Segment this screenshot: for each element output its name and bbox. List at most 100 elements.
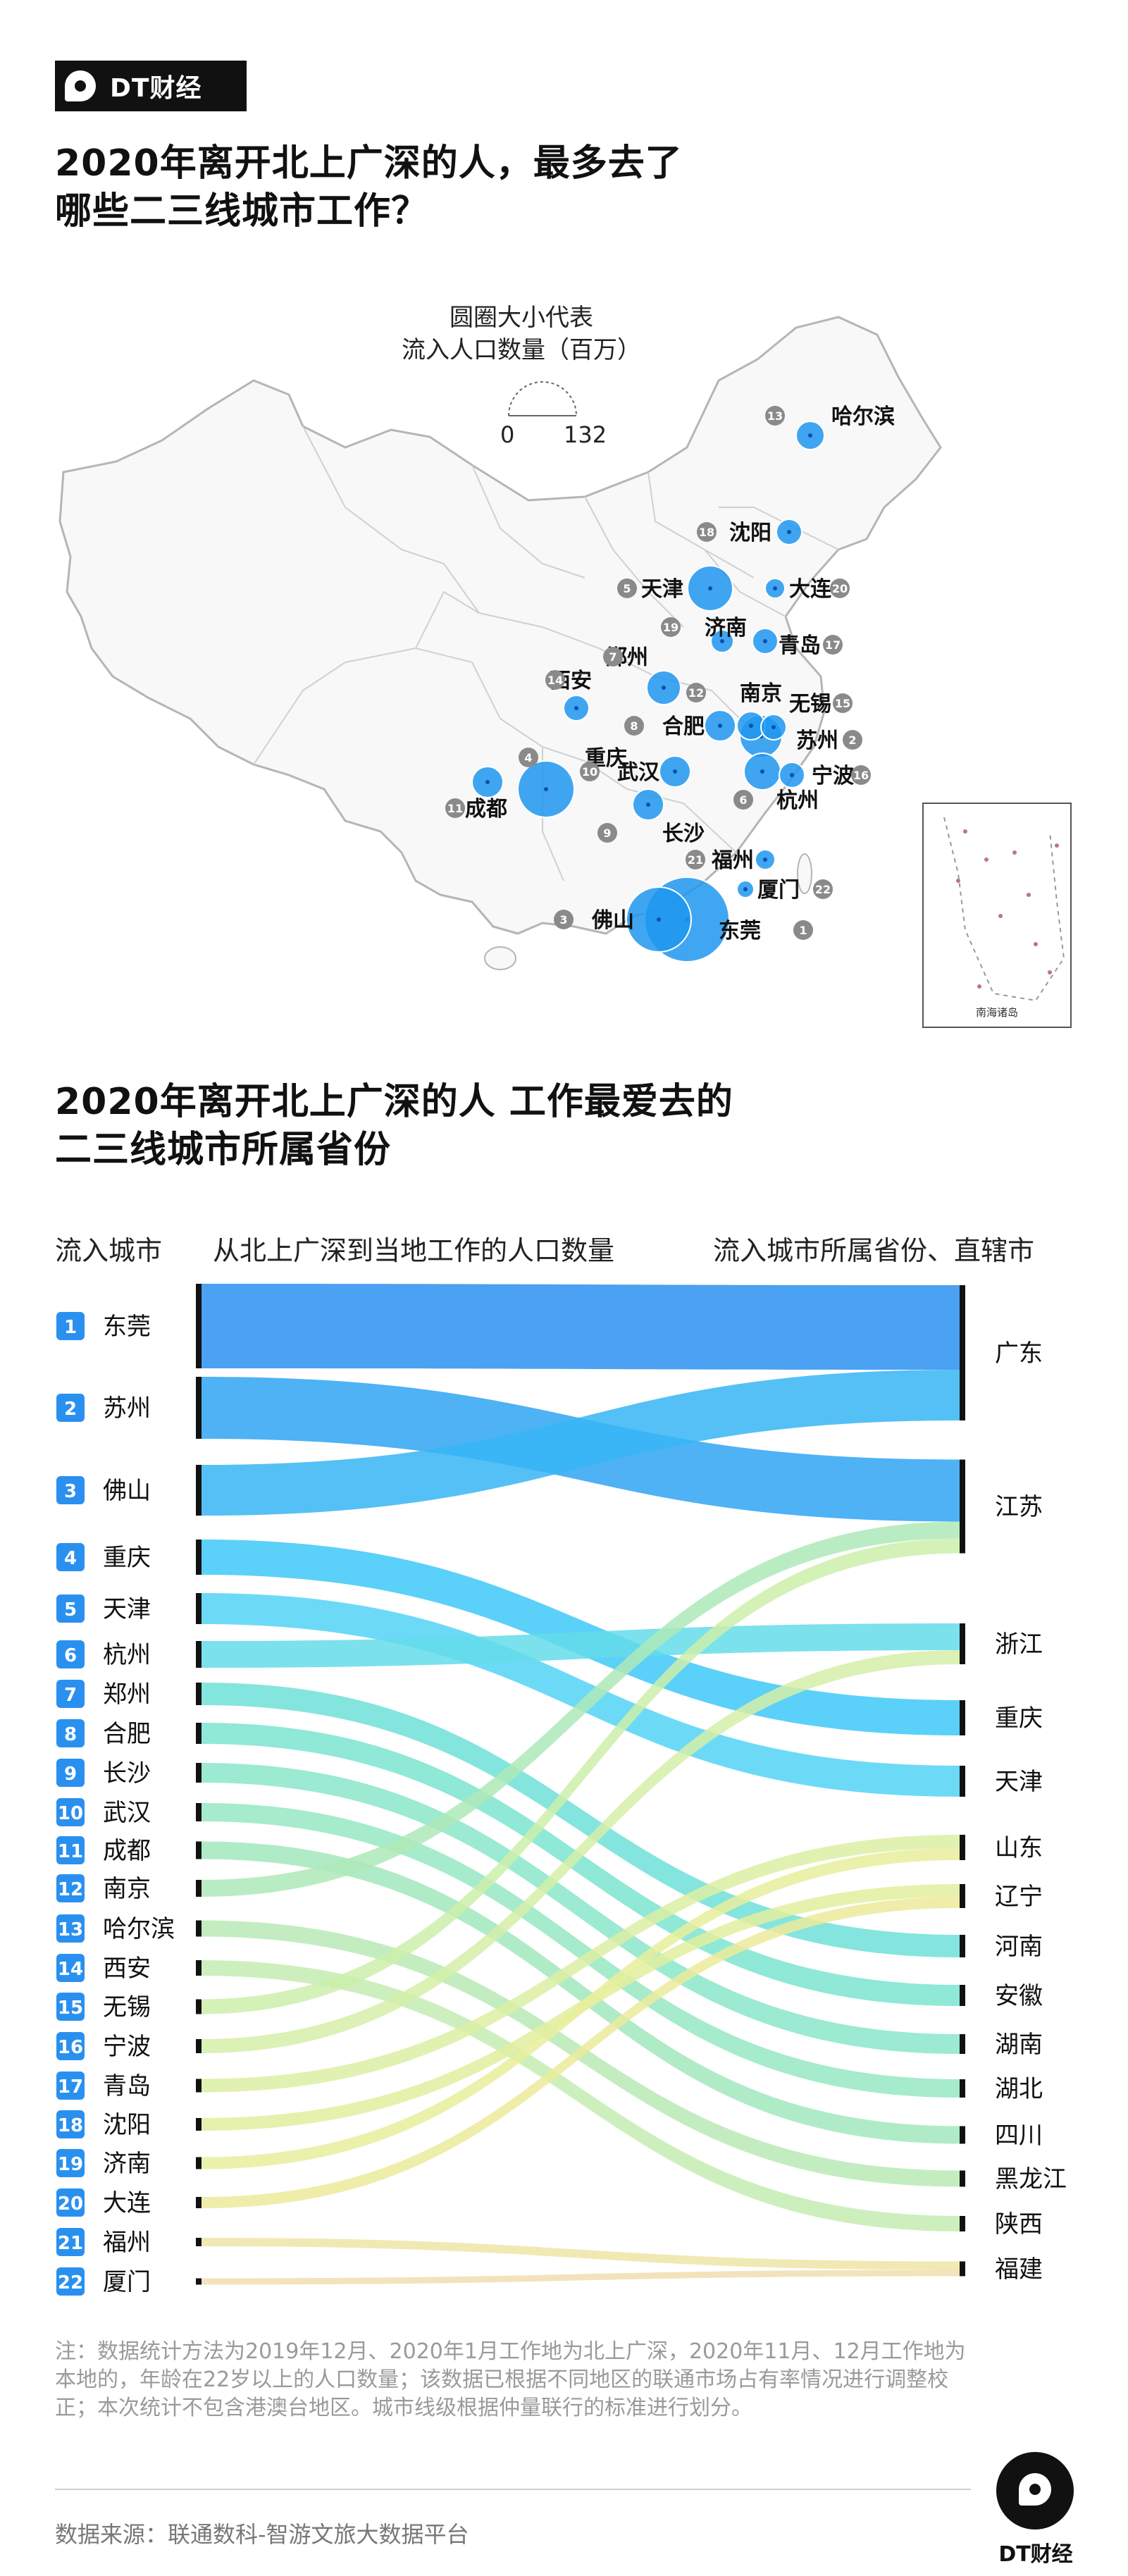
city-rank-badge-4 — [519, 748, 538, 767]
city-label-10: 武汉 — [617, 760, 660, 785]
source-label-18: 沈阳 — [103, 2111, 151, 2139]
dt-round-logo-icon — [996, 2452, 1074, 2529]
source-rank-4: 4 — [64, 1548, 77, 1569]
source-label-19: 济南 — [103, 2150, 151, 2178]
city-rank-6: 6 — [739, 793, 747, 807]
ribbon-11 — [202, 1841, 960, 2144]
source-label-3: 佛山 — [103, 1477, 151, 1505]
legend-title-line-2: 流入人口数量（百万） — [402, 336, 641, 364]
city-label-9: 长沙 — [662, 822, 705, 846]
legend-title-line-1: 圆圈大小代表 — [450, 304, 593, 332]
city-label-19: 济南 — [705, 616, 747, 640]
ribbon-6 — [202, 1623, 960, 1668]
city-rank-5: 5 — [623, 582, 631, 595]
source-label-2: 苏州 — [103, 1394, 151, 1423]
target-label-13: 黑龙江 — [995, 2165, 1067, 2193]
target-label-7: 辽宁 — [995, 1883, 1043, 1911]
city-dot-17 — [763, 639, 767, 643]
target-node-12 — [960, 2126, 965, 2144]
source-rank-1: 1 — [64, 1317, 77, 1338]
ribbon-20 — [202, 1897, 960, 2208]
target-node-13 — [960, 2170, 965, 2187]
source-label-20: 大连 — [103, 2189, 151, 2217]
city-rank-12: 12 — [688, 686, 704, 700]
source-rank-badge-5 — [56, 1594, 85, 1623]
target-label-12: 四川 — [995, 2122, 1043, 2150]
city-label-13: 哈尔滨 — [831, 404, 895, 429]
dt-logo-icon — [55, 61, 106, 111]
source-label-14: 西安 — [103, 1955, 151, 1983]
source-rank-7: 7 — [64, 1685, 77, 1706]
legend-max: 132 — [564, 421, 607, 448]
city-rank-17: 17 — [825, 638, 841, 652]
inset-island-7 — [1048, 970, 1052, 974]
source-rank-badge-9 — [56, 1759, 85, 1787]
inset-island-2 — [984, 857, 988, 862]
china-outline — [58, 316, 942, 935]
city-dot-8 — [718, 724, 722, 728]
city-rank-4: 4 — [524, 751, 532, 764]
city-dot-13 — [808, 433, 812, 438]
province-border-6 — [471, 662, 585, 762]
source-node-7 — [196, 1683, 202, 1705]
inset-island-5 — [998, 914, 1003, 918]
map-legend-title: 圆圈大小代表流入人口数量（百万） — [380, 302, 662, 366]
city-dot-11 — [485, 780, 490, 784]
divider — [55, 2489, 971, 2490]
map-title-line-2: 哪些二三线城市工作？ — [55, 190, 429, 233]
source-node-13 — [196, 1920, 202, 1937]
brand-logo: DT财经 — [55, 61, 247, 111]
source-label-22: 厦门 — [103, 2268, 151, 2296]
source-node-14 — [196, 1960, 202, 1976]
inset-island-4 — [1027, 893, 1031, 897]
city-rank-10: 10 — [582, 765, 597, 779]
city-label-11: 成都 — [465, 797, 507, 822]
city-label-20: 大连 — [789, 577, 832, 602]
city-rank-11: 11 — [447, 802, 463, 815]
city-dot-4 — [544, 787, 548, 791]
city-label-15: 无锡 — [789, 692, 831, 717]
city-dot-5 — [708, 586, 712, 590]
brand-name: DT财经 — [110, 74, 202, 103]
province-border-1 — [302, 426, 480, 614]
inset-island-6 — [1034, 942, 1038, 946]
ribbon-16 — [202, 1650, 960, 2053]
source-node-15 — [196, 1999, 202, 2014]
city-dot-6 — [760, 769, 764, 774]
source-rank-11: 11 — [58, 1841, 83, 1862]
target-node-15 — [960, 2261, 965, 2277]
city-dot-14 — [574, 706, 578, 710]
source-rank-badge-8 — [56, 1719, 85, 1747]
city-rank-badge-1 — [793, 920, 813, 940]
target-node-3 — [960, 1623, 965, 1664]
city-rank-badge-5 — [617, 578, 637, 598]
source-rank-15: 15 — [58, 1998, 83, 2019]
inset-boundary — [943, 817, 1065, 1002]
sankey-title: 2020年离开北上广深的人 工作最爱去的 二三线城市所属省份 — [55, 1078, 733, 1174]
source-label-9: 长沙 — [103, 1759, 151, 1788]
target-node-5 — [960, 1766, 965, 1797]
source-rank-18: 18 — [58, 2115, 83, 2136]
source-node-19 — [196, 2157, 202, 2169]
source-node-22 — [196, 2278, 202, 2285]
source-rank-badge-11 — [56, 1836, 85, 1864]
source-rank-badge-3 — [56, 1476, 85, 1504]
col-head-mid: 从北上广深到当地工作的人口数量 — [213, 1235, 615, 1266]
ribbon-21 — [202, 2238, 960, 2270]
city-rank-3: 3 — [559, 913, 567, 927]
city-dot-7 — [662, 686, 666, 690]
source-node-18 — [196, 2118, 202, 2131]
target-node-14 — [960, 2216, 965, 2231]
source-label-15: 无锡 — [103, 1993, 151, 2021]
ribbon-9 — [202, 1763, 960, 2054]
target-node-11 — [960, 2079, 965, 2098]
source-rank-badge-7 — [56, 1680, 85, 1708]
source-rank-17: 17 — [58, 2076, 83, 2098]
source-label-4: 重庆 — [103, 1544, 151, 1572]
city-rank-badge-22 — [813, 879, 833, 899]
city-rank-2: 2 — [848, 733, 856, 747]
source-rank-badge-6 — [56, 1640, 85, 1668]
province-border-2 — [471, 464, 585, 578]
source-rank-20: 20 — [58, 2193, 83, 2215]
target-label-14: 陕西 — [995, 2210, 1043, 2238]
